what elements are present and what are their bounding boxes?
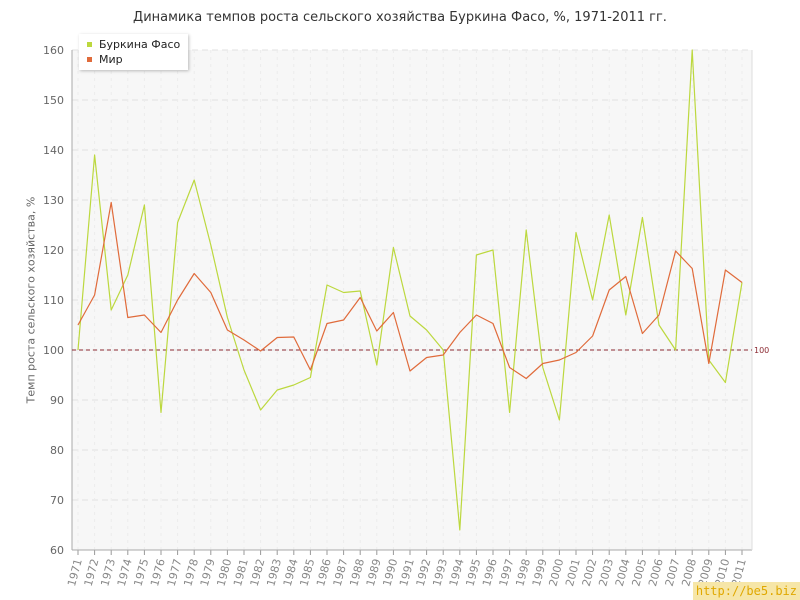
legend-swatch-world	[87, 57, 92, 62]
legend-item-burkina[interactable]: Буркина Фасо	[87, 37, 180, 52]
y-tick-label: 70	[50, 494, 64, 507]
series-line-burkina	[77, 49, 743, 531]
legend-label-world: Мир	[99, 53, 123, 66]
y-tick-label: 160	[43, 44, 64, 57]
y-tick-label: 60	[50, 544, 64, 557]
series-group	[77, 49, 743, 531]
y-tick-label: 90	[50, 394, 64, 407]
axes: 6070809010011012013014015016019711972197…	[43, 44, 753, 588]
legend-swatch-burkina	[87, 42, 92, 47]
chart-title: Динамика темпов роста сельского хозяйств…	[133, 10, 667, 25]
y-tick-label: 130	[43, 194, 64, 207]
reference-line-label: 100	[754, 346, 769, 355]
series-line-world	[77, 201, 743, 380]
y-tick-label: 80	[50, 444, 64, 457]
y-tick-label: 100	[43, 344, 64, 357]
y-tick-label: 110	[43, 294, 64, 307]
watermark[interactable]: http://be5.biz	[693, 582, 800, 600]
legend-label-burkina: Буркина Фасо	[99, 38, 181, 51]
reference-line-group: 100	[72, 346, 769, 355]
y-tick-label: 120	[43, 244, 64, 257]
legend: Буркина Фасо Мир	[79, 34, 189, 70]
legend-item-world[interactable]: Мир	[87, 52, 180, 67]
y-axis-label: Темп роста сельского хозяйства, %	[24, 196, 38, 404]
y-tick-label: 150	[43, 94, 64, 107]
y-tick-label: 140	[43, 144, 64, 157]
